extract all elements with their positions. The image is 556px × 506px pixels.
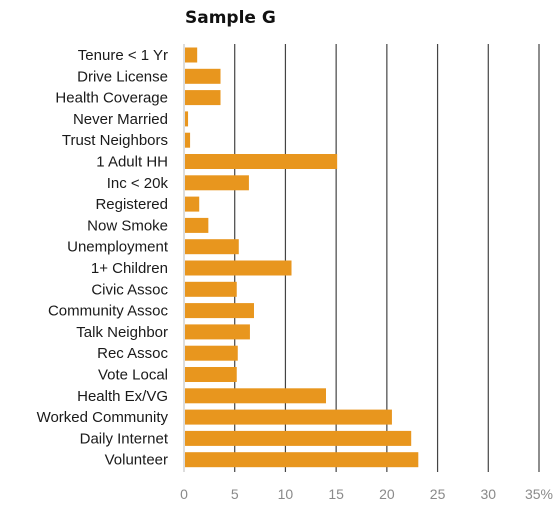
x-tick-label: 20 — [379, 486, 395, 502]
bar — [185, 239, 239, 255]
category-label: Now Smoke — [87, 217, 168, 234]
category-label: Community Assoc — [48, 303, 169, 320]
bar — [185, 367, 237, 382]
bar — [185, 217, 209, 233]
bar — [185, 154, 338, 169]
bar — [185, 388, 326, 404]
category-label: Vote Local — [98, 367, 168, 384]
category-label: Unemployment — [67, 239, 169, 256]
x-tick-label: 10 — [278, 486, 294, 502]
category-label: Registered — [95, 196, 168, 213]
x-tick-label: 30 — [480, 486, 496, 502]
category-label: Drive License — [77, 68, 168, 85]
category-label: Trust Neighbors — [62, 132, 168, 149]
category-label: Inc < 20k — [107, 175, 169, 192]
bar — [185, 324, 250, 340]
category-label: Talk Neighbor — [76, 324, 168, 341]
x-tick-label: 35% — [525, 486, 553, 502]
category-label: Never Married — [73, 111, 168, 128]
bar — [185, 260, 292, 276]
x-tick-label: 15 — [328, 486, 344, 502]
bar — [185, 452, 419, 468]
x-tick-label: 0 — [180, 486, 188, 502]
bar — [185, 430, 412, 446]
bar — [185, 132, 191, 148]
category-label: Tenure < 1 Yr — [78, 47, 168, 64]
bar — [185, 409, 392, 425]
bar — [185, 303, 254, 319]
x-tick-label: 5 — [231, 486, 239, 502]
category-label: Health Coverage — [55, 90, 168, 107]
bar — [185, 68, 221, 84]
category-label: Civic Assoc — [91, 281, 168, 298]
bar — [185, 345, 238, 361]
chart-title: Sample G — [185, 8, 276, 28]
bar — [185, 196, 200, 212]
category-label: 1 Adult HH — [96, 154, 168, 171]
x-tick-label: 25 — [430, 486, 446, 502]
bar — [185, 175, 249, 191]
category-label: 1+ Children — [91, 260, 168, 277]
bar — [185, 281, 237, 297]
category-label: Worked Community — [37, 409, 169, 426]
bar — [185, 90, 221, 106]
category-label: Rec Assoc — [97, 345, 168, 362]
bar — [185, 111, 189, 127]
category-label: Volunteer — [105, 452, 168, 469]
bar — [185, 47, 198, 63]
category-label: Health Ex/VG — [77, 388, 168, 405]
category-label: Daily Internet — [80, 430, 169, 447]
